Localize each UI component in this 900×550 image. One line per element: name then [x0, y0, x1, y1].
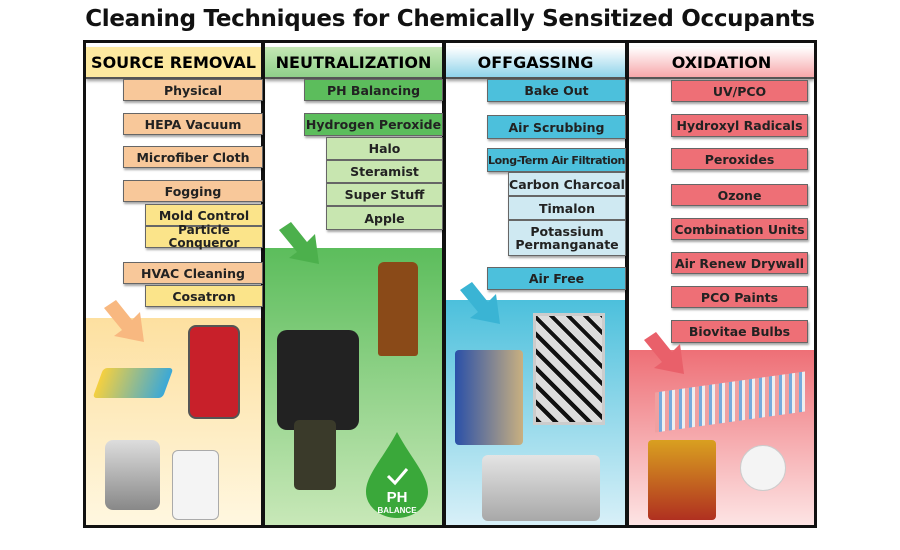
- technique-physical: Physical: [123, 79, 263, 101]
- arrow-icon: [644, 332, 684, 374]
- technique-hydroxyl-radicals: Hydroxyl Radicals: [671, 114, 808, 137]
- technique-microfiber-cloth: Microfiber Cloth: [123, 146, 263, 168]
- technique-potassium-permanganate: Potassium Permanganate: [508, 220, 626, 256]
- arrow-icon: [279, 222, 319, 264]
- technique-hvac-cleaning: HVAC Cleaning: [123, 262, 263, 284]
- arrow-icon: [460, 282, 500, 324]
- technique-super-stuff: Super Stuff: [326, 183, 443, 206]
- air-filter-image: [533, 313, 605, 425]
- technique-ozone: Ozone: [671, 184, 808, 206]
- technique-air-scrubbing: Air Scrubbing: [487, 115, 626, 139]
- technique-air-renew-drywall: Air Renew Drywall: [671, 252, 808, 274]
- hydrogen-peroxide-bottle-image: [378, 262, 418, 356]
- watertite-paint-can-image: [648, 440, 716, 520]
- svg-text:PH: PH: [387, 489, 408, 506]
- page-title: Cleaning Techniques for Chemically Sensi…: [85, 6, 815, 32]
- cleaner-jug-image: [172, 450, 219, 520]
- arrow-icon: [104, 300, 144, 342]
- technique-hepa-vacuum: HEPA Vacuum: [123, 113, 263, 135]
- technique-particle-conqueror: Particle Conqueror: [145, 224, 263, 250]
- technique-steramist: Steramist: [326, 160, 443, 183]
- technique-cosatron: Cosatron: [145, 285, 263, 307]
- technique-bake-out: Bake Out: [487, 79, 626, 102]
- technique-pco-paints: PCO Paints: [671, 286, 808, 308]
- light-bulb-image: [740, 445, 786, 491]
- technique-long-term-air-filtration: Long-Term Air Filtration: [487, 148, 626, 172]
- microfiber-cloth-image: [92, 368, 174, 398]
- technique-ph-balancing: PH Balancing: [304, 79, 443, 101]
- technique-air-free: Air Free: [487, 267, 626, 290]
- air-purifier-image: [482, 455, 600, 521]
- technique-carbon-charcoal: Carbon Charcoal: [508, 172, 626, 196]
- column-header: OFFGASSING: [446, 47, 625, 79]
- technique-mold-control: Mold Control: [145, 204, 263, 226]
- technique-combination-units: Combination Units: [671, 218, 808, 240]
- svg-text:BALANCE: BALANCE: [377, 506, 417, 515]
- column-header: OXIDATION: [629, 47, 814, 79]
- technique-uv-pco: UV/PCO: [671, 80, 808, 102]
- fogger-image: [105, 440, 160, 510]
- air-scrubber-image: [455, 350, 523, 445]
- column-header: SOURCE REMOVAL: [86, 47, 261, 79]
- technique-apple: Apple: [326, 206, 443, 230]
- technique-timalon: Timalon: [508, 196, 626, 220]
- jug-image: [294, 420, 336, 490]
- technique-fogging: Fogging: [123, 180, 263, 202]
- technique-peroxides: Peroxides: [671, 148, 808, 170]
- fogger-machine-image: [277, 330, 359, 430]
- hepa-vacuum-image: [188, 325, 240, 419]
- technique-biovitae-bulbs: Biovitae Bulbs: [671, 320, 808, 343]
- column-header: NEUTRALIZATION: [265, 47, 442, 79]
- technique-hydrogen-peroxide: Hydrogen Peroxide: [304, 113, 443, 136]
- technique-halo: Halo: [326, 137, 443, 160]
